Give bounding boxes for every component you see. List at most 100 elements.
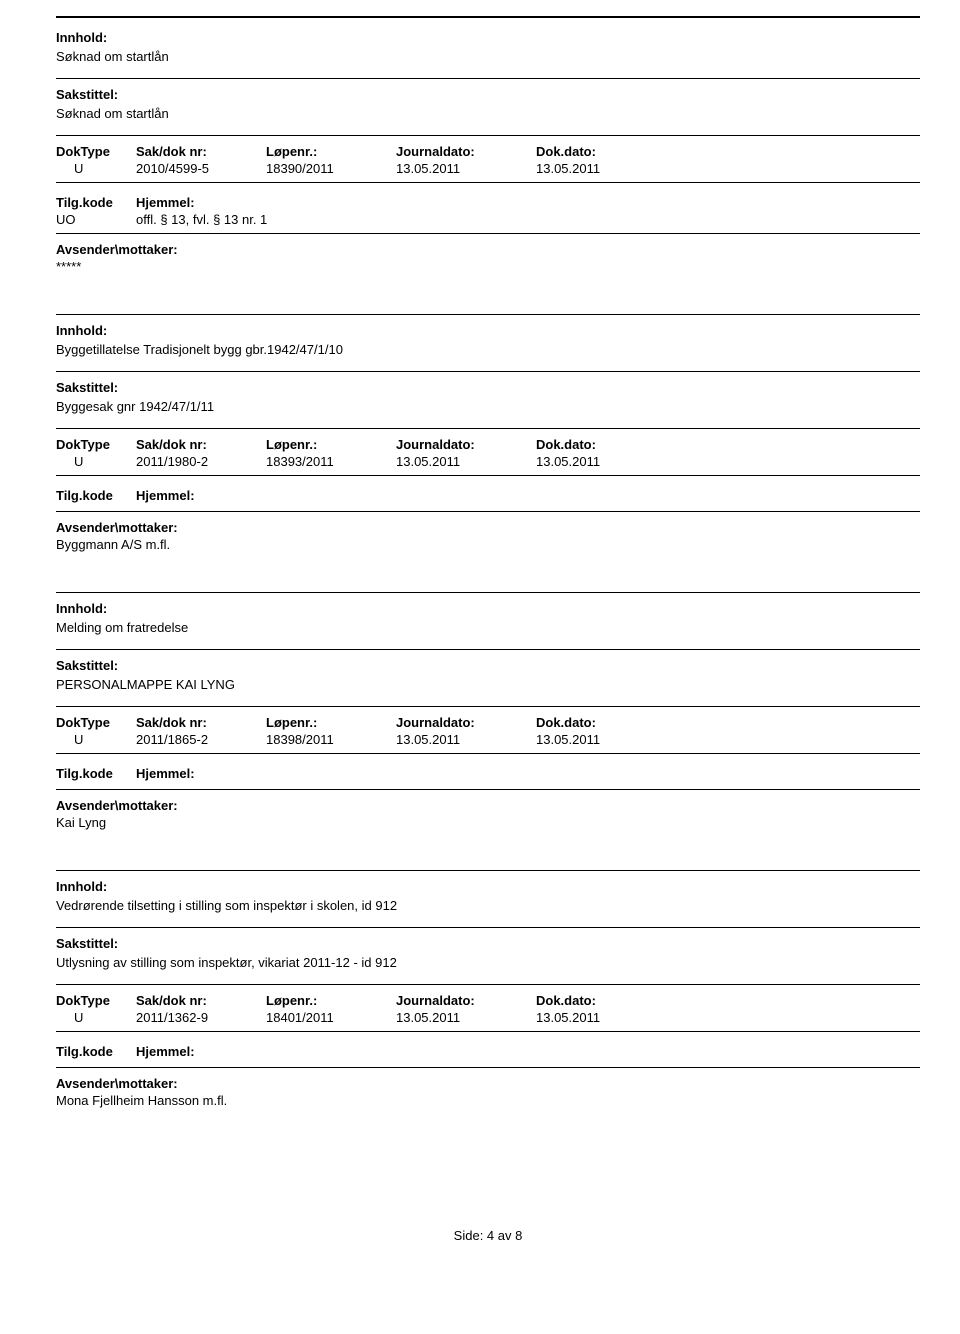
record-rule <box>56 592 920 593</box>
tilg-row: Tilg.kodeHjemmel: <box>56 195 920 210</box>
record-rule <box>56 314 920 315</box>
journaldato-value: 13.05.2011 <box>396 732 536 747</box>
record-data-row: U2011/1980-218393/201113.05.201113.05.20… <box>56 454 920 469</box>
record-rule <box>56 135 920 136</box>
journaldato-header: Journaldato: <box>396 437 536 452</box>
innhold-label: Innhold: <box>56 601 920 616</box>
hjemmel-label: Hjemmel: <box>136 766 195 781</box>
record-rule <box>56 649 920 650</box>
innhold-value: Byggetillatelse Tradisjonelt bygg gbr.19… <box>56 342 920 357</box>
hjemmel-label: Hjemmel: <box>136 195 195 210</box>
lopenr-header: Løpenr.: <box>266 144 396 159</box>
lopenr-header: Løpenr.: <box>266 437 396 452</box>
saknr-header: Sak/dok nr: <box>136 437 266 452</box>
lopenr-header: Løpenr.: <box>266 993 396 1008</box>
column-headers: DokTypeSak/dok nr:Løpenr.:Journaldato:Do… <box>56 993 920 1008</box>
sakstittel-label: Sakstittel: <box>56 936 920 951</box>
avsender-label: Avsender\mottaker: <box>56 520 920 535</box>
sakstittel-label: Sakstittel: <box>56 380 920 395</box>
saknr-header: Sak/dok nr: <box>136 993 266 1008</box>
lopenr-value: 18401/2011 <box>266 1010 396 1025</box>
doktype-value: U <box>56 454 136 469</box>
avsender-block: Avsender\mottaker:Mona Fjellheim Hansson… <box>56 1076 920 1108</box>
avsender-value: Kai Lyng <box>56 815 920 830</box>
avsender-value: ***** <box>56 259 920 274</box>
doktype-header: DokType <box>56 715 136 730</box>
saknr-value: 2011/1362-9 <box>136 1010 266 1025</box>
record-data-row: U2011/1865-218398/201113.05.201113.05.20… <box>56 732 920 747</box>
saknr-value: 2011/1865-2 <box>136 732 266 747</box>
record-rule <box>56 984 920 985</box>
innhold-label: Innhold: <box>56 30 920 45</box>
innhold-value: Vedrørende tilsetting i stilling som ins… <box>56 898 920 913</box>
dokdato-header: Dok.dato: <box>536 993 676 1008</box>
avsender-block: Avsender\mottaker: ***** <box>56 242 920 274</box>
page-footer: Side: 4 av 8 <box>56 1228 920 1243</box>
column-headers: DokTypeSak/dok nr:Løpenr.:Journaldato:Do… <box>56 144 920 159</box>
lopenr-value: 18398/2011 <box>266 732 396 747</box>
sakstittel-label: Sakstittel: <box>56 658 920 673</box>
journal-record: Innhold: Byggetillatelse Tradisjonelt byg… <box>56 314 920 552</box>
tilg-row: Tilg.kodeHjemmel: <box>56 488 920 503</box>
dokdato-header: Dok.dato: <box>536 144 676 159</box>
record-data-row: U2011/1362-918401/201113.05.201113.05.20… <box>56 1010 920 1025</box>
record-rule <box>56 475 920 476</box>
doktype-value: U <box>56 732 136 747</box>
record-rule <box>56 233 920 234</box>
hjemmel-label: Hjemmel: <box>136 488 195 503</box>
doktype-header: DokType <box>56 437 136 452</box>
journaldato-value: 13.05.2011 <box>396 454 536 469</box>
doktype-header: DokType <box>56 993 136 1008</box>
tilgkode-value: UO <box>56 212 106 227</box>
journaldato-header: Journaldato: <box>396 144 536 159</box>
innhold-label: Innhold: <box>56 879 920 894</box>
lopenr-value: 18393/2011 <box>266 454 396 469</box>
record-data-row: U2010/4599-518390/201113.05.201113.05.20… <box>56 161 920 176</box>
record-rule <box>56 1031 920 1032</box>
innhold-label: Innhold: <box>56 323 920 338</box>
avsender-label: Avsender\mottaker: <box>56 1076 920 1091</box>
dokdato-value: 13.05.2011 <box>536 732 676 747</box>
doktype-value: U <box>56 1010 136 1025</box>
saknr-header: Sak/dok nr: <box>136 715 266 730</box>
tilg-row: Tilg.kodeHjemmel: <box>56 766 920 781</box>
lopenr-header: Løpenr.: <box>266 715 396 730</box>
dokdato-value: 13.05.2011 <box>536 161 676 176</box>
top-rule <box>56 16 920 18</box>
saknr-value: 2010/4599-5 <box>136 161 266 176</box>
sakstittel-value: Byggesak gnr 1942/47/1/11 <box>56 399 920 414</box>
hjemmel-label: Hjemmel: <box>136 1044 195 1059</box>
avsender-value: Byggmann A/S m.fl. <box>56 537 920 552</box>
journal-record: Innhold: Søknad om startlån Sakstittel: Søk… <box>56 16 920 274</box>
record-rule <box>56 789 920 790</box>
innhold-value: Søknad om startlån <box>56 49 920 64</box>
saknr-value: 2011/1980-2 <box>136 454 266 469</box>
sakstittel-value: Utlysning av stilling som inspektør, vik… <box>56 955 920 970</box>
record-rule <box>56 511 920 512</box>
sakstittel-value: PERSONALMAPPE KAI LYNG <box>56 677 920 692</box>
column-headers: DokTypeSak/dok nr:Løpenr.:Journaldato:Do… <box>56 715 920 730</box>
record-rule <box>56 870 920 871</box>
record-rule <box>56 428 920 429</box>
dokdato-header: Dok.dato: <box>536 437 676 452</box>
sakstittel-label: Sakstittel: <box>56 87 920 102</box>
avsender-label: Avsender\mottaker: <box>56 798 920 813</box>
tilg-data-row: UO offl. § 13, fvl. § 13 nr. 1 <box>56 212 920 227</box>
record-rule <box>56 753 920 754</box>
journal-record: Innhold: Vedrørende tilsetting i stilling… <box>56 870 920 1108</box>
record-rule <box>56 706 920 707</box>
saknr-header: Sak/dok nr: <box>136 144 266 159</box>
avsender-label: Avsender\mottaker: <box>56 242 920 257</box>
hjemmel-value: offl. § 13, fvl. § 13 nr. 1 <box>136 212 267 227</box>
dokdato-value: 13.05.2011 <box>536 454 676 469</box>
record-rule <box>56 78 920 79</box>
dokdato-value: 13.05.2011 <box>536 1010 676 1025</box>
avsender-block: Avsender\mottaker: Kai Lyng <box>56 798 920 830</box>
journaldato-value: 13.05.2011 <box>396 161 536 176</box>
journal-record: Innhold:Melding om fratredelseSakstittel… <box>56 592 920 830</box>
avsender-block: Avsender\mottaker: Byggmann A/S m.fl. <box>56 520 920 552</box>
doktype-header: DokType <box>56 144 136 159</box>
tilg-row: Tilg.kodeHjemmel: <box>56 1044 920 1059</box>
journaldato-header: Journaldato: <box>396 715 536 730</box>
sakstittel-value: Søknad om startlån <box>56 106 920 121</box>
